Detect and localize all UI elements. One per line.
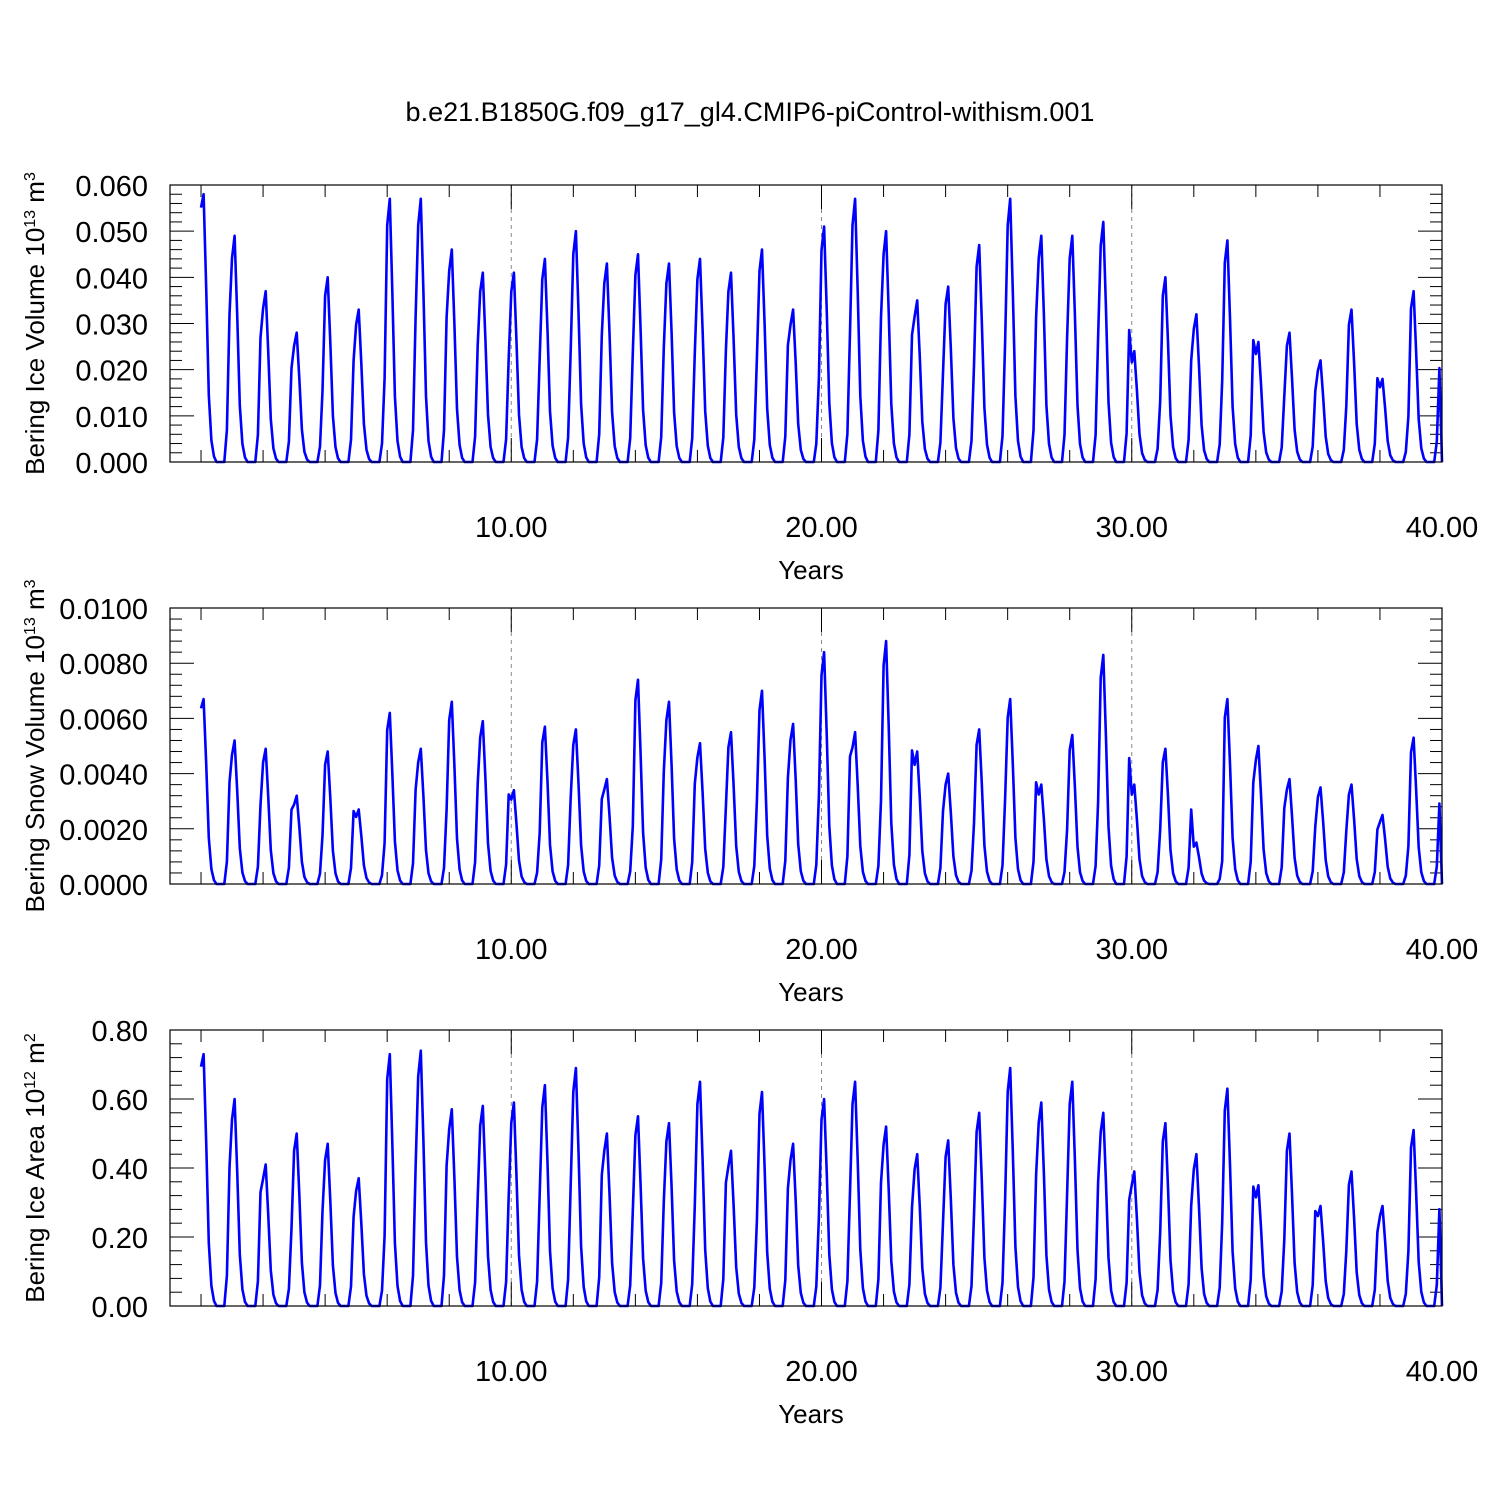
y-axis-label: Bering Ice Area 1012 m2 [20, 1033, 50, 1303]
x-tick-label: 20.00 [785, 512, 858, 544]
panel-2: 0.0000 0.0020 0.0040 0.0060 0.0080 0.0100 10.0… [20, 579, 1478, 1007]
panel-1: 0.000 0.010 0.020 0.030 0.040 0.050 0.060 10.00… [20, 171, 1478, 585]
x-tick-label: 30.00 [1095, 934, 1168, 966]
y-axis-label: Bering Ice Volume 1013 m3 [20, 172, 50, 475]
y-tick-label: 0.040 [75, 263, 148, 295]
x-tick-label: 10.00 [475, 512, 548, 544]
y-tick-label: 0.000 [75, 448, 148, 480]
x-axis-label: Years [778, 555, 844, 585]
y-tick-label: 0.060 [75, 171, 148, 203]
y-tick-label: 0.00 [92, 1292, 148, 1324]
y-tick-label: 0.0060 [59, 704, 148, 736]
y-tick-label: 0.80 [92, 1016, 148, 1048]
y-tick-label: 0.60 [92, 1085, 148, 1117]
y-tick-label: 0.0000 [59, 870, 148, 902]
y-tick-label: 0.010 [75, 402, 148, 434]
plot-frame [169, 1029, 1443, 1307]
x-tick-label: 20.00 [785, 934, 858, 966]
x-tick-label: 10.00 [475, 934, 548, 966]
x-axis-label: Years [778, 1399, 844, 1429]
x-tick-label: 40.00 [1406, 1356, 1479, 1388]
x-axis-label: Years [778, 977, 844, 1007]
plot-frame [169, 607, 1443, 885]
y-tick-label: 0.0100 [59, 594, 148, 626]
y-tick-label: 0.0020 [59, 815, 148, 847]
x-tick-label: 20.00 [785, 1356, 858, 1388]
y-tick-label: 0.020 [75, 356, 148, 388]
y-axis-label: Bering Snow Volume 1013 m3 [20, 579, 50, 912]
y-tick-label: 0.030 [75, 310, 148, 342]
panel-3: 0.00 0.20 0.40 0.60 0.80 10.00 20.00 30.00 40.00… [20, 1016, 1478, 1429]
y-tick-label: 0.050 [75, 217, 148, 249]
y-tick-label: 0.20 [92, 1223, 148, 1255]
x-tick-label: 30.00 [1095, 512, 1168, 544]
y-tick-label: 0.40 [92, 1154, 148, 1186]
x-tick-label: 40.00 [1406, 512, 1479, 544]
y-tick-label: 0.0040 [59, 760, 148, 792]
plot-frame [169, 184, 1443, 463]
x-tick-label: 40.00 [1406, 934, 1479, 966]
figure-title: b.e21.B1850G.f09_g17_gl4.CMIP6-piControl… [406, 97, 1095, 127]
x-tick-label: 30.00 [1095, 1356, 1168, 1388]
y-tick-label: 0.0080 [59, 649, 148, 681]
x-tick-label: 10.00 [475, 1356, 548, 1388]
